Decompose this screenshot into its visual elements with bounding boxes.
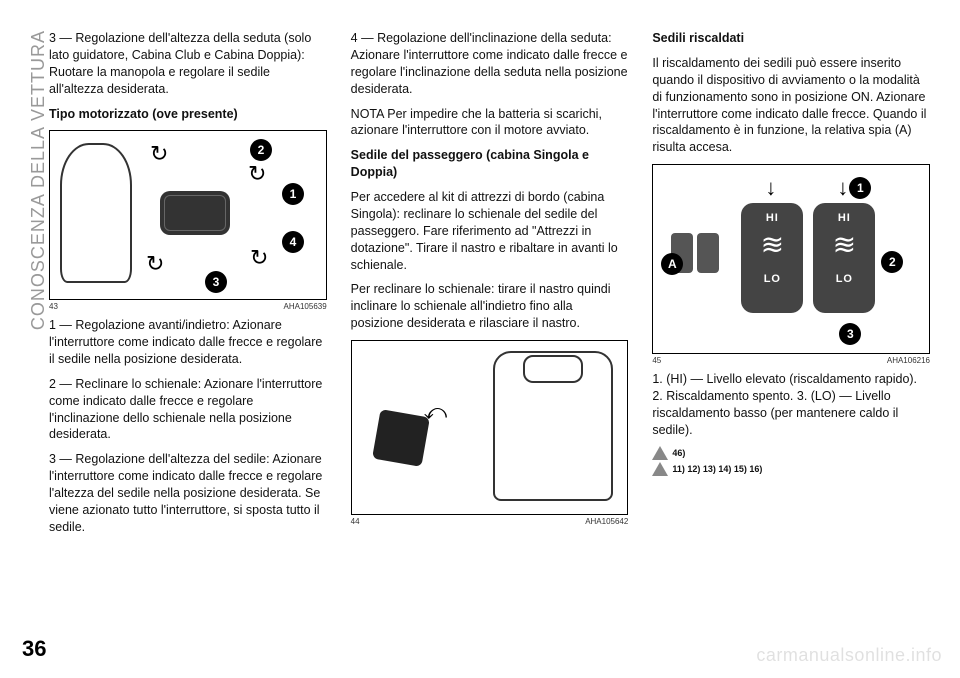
col2-p3: Per accedere al kit di attrezzi di bordo… (351, 189, 629, 273)
figure-45-lo-label-right: LO (813, 272, 875, 287)
figure-45-number: 45 (652, 356, 661, 367)
warning-note-1: 46) (652, 446, 930, 460)
warning-note-1-text: 46) (672, 447, 685, 459)
col1-p3: 2 — Reclinare lo schienale: Azionare l'i… (49, 376, 327, 444)
col1-p1: 3 — Regolazione dell'altezza della sedut… (49, 30, 327, 98)
col2-p4: Per reclinare lo schienale: tirare il na… (351, 281, 629, 332)
warning-note-2: 11) 12) 13) 14) 15) 16) (652, 462, 930, 476)
warning-icon (652, 446, 668, 460)
figure-45: HI ≋ LO HI ≋ LO A 1 2 3 (652, 164, 930, 367)
column-1: 3 — Regolazione dell'altezza della sedut… (49, 30, 327, 658)
seat-heat-icon: ≋ (741, 226, 803, 264)
seat-heat-icon: ≋ (813, 226, 875, 264)
figure-44-number: 44 (351, 517, 360, 528)
warning-icon (652, 462, 668, 476)
figure-43-badge-4: 4 (282, 231, 304, 253)
page-number: 36 (22, 636, 46, 662)
col2-p1: 4 — Regolazione dell'inclinazione della … (351, 30, 629, 98)
figure-45-lo-label-left: LO (741, 272, 803, 287)
col3-h1: Sedili riscaldati (652, 30, 930, 47)
content-columns: 3 — Regolazione dell'altezza della sedut… (49, 30, 930, 658)
watermark: carmanualsonline.info (756, 645, 942, 666)
figure-44: ⤺ 44 AHA105642 (351, 340, 629, 528)
figure-45-hi-label-left: HI (741, 211, 803, 226)
figure-43-illustration: ↻ ↻ ↻ ↻ 2 1 3 4 (49, 130, 327, 300)
col3-p1: Il riscaldamento dei sedili può essere i… (652, 55, 930, 156)
figure-43-code: AHA105639 (284, 302, 327, 313)
figure-43-badge-2: 1 (282, 183, 304, 205)
column-2: 4 — Regolazione dell'inclinazione della … (351, 30, 629, 658)
col3-p2: 1. (HI) — Livello elevato (riscaldamento… (652, 371, 930, 439)
col1-h1: Tipo motorizzato (ove presente) (49, 106, 327, 123)
figure-45-hi-label-right: HI (813, 211, 875, 226)
col1-p4: 3 — Regolazione dell'altezza del sedile:… (49, 451, 327, 535)
column-3: Sedili riscaldati Il riscaldamento dei s… (652, 30, 930, 658)
figure-43-badge-1: 2 (250, 139, 272, 161)
figure-44-illustration: ⤺ (351, 340, 629, 515)
figure-45-badge-2: 2 (881, 251, 903, 273)
figure-43-number: 43 (49, 302, 58, 313)
col1-p2: 1 — Regolazione avanti/indietro: Azionar… (49, 317, 327, 368)
col2-p2: NOTA Per impedire che la batteria si sca… (351, 106, 629, 140)
col2-h1: Sedile del passeggero (cabina Singola e … (351, 147, 629, 181)
figure-45-badge-1: 1 (849, 177, 871, 199)
figure-45-code: AHA106216 (887, 356, 930, 367)
figure-44-code: AHA105642 (585, 517, 628, 528)
figure-43: ↻ ↻ ↻ ↻ 2 1 3 4 43 AHA105639 (49, 130, 327, 313)
section-side-label: CONOSCENZA DELLA VETTURA (20, 30, 49, 330)
figure-43-badge-3: 3 (205, 271, 227, 293)
figure-45-illustration: HI ≋ LO HI ≋ LO A 1 2 3 (652, 164, 930, 354)
warning-note-2-text: 11) 12) 13) 14) 15) 16) (672, 463, 762, 475)
